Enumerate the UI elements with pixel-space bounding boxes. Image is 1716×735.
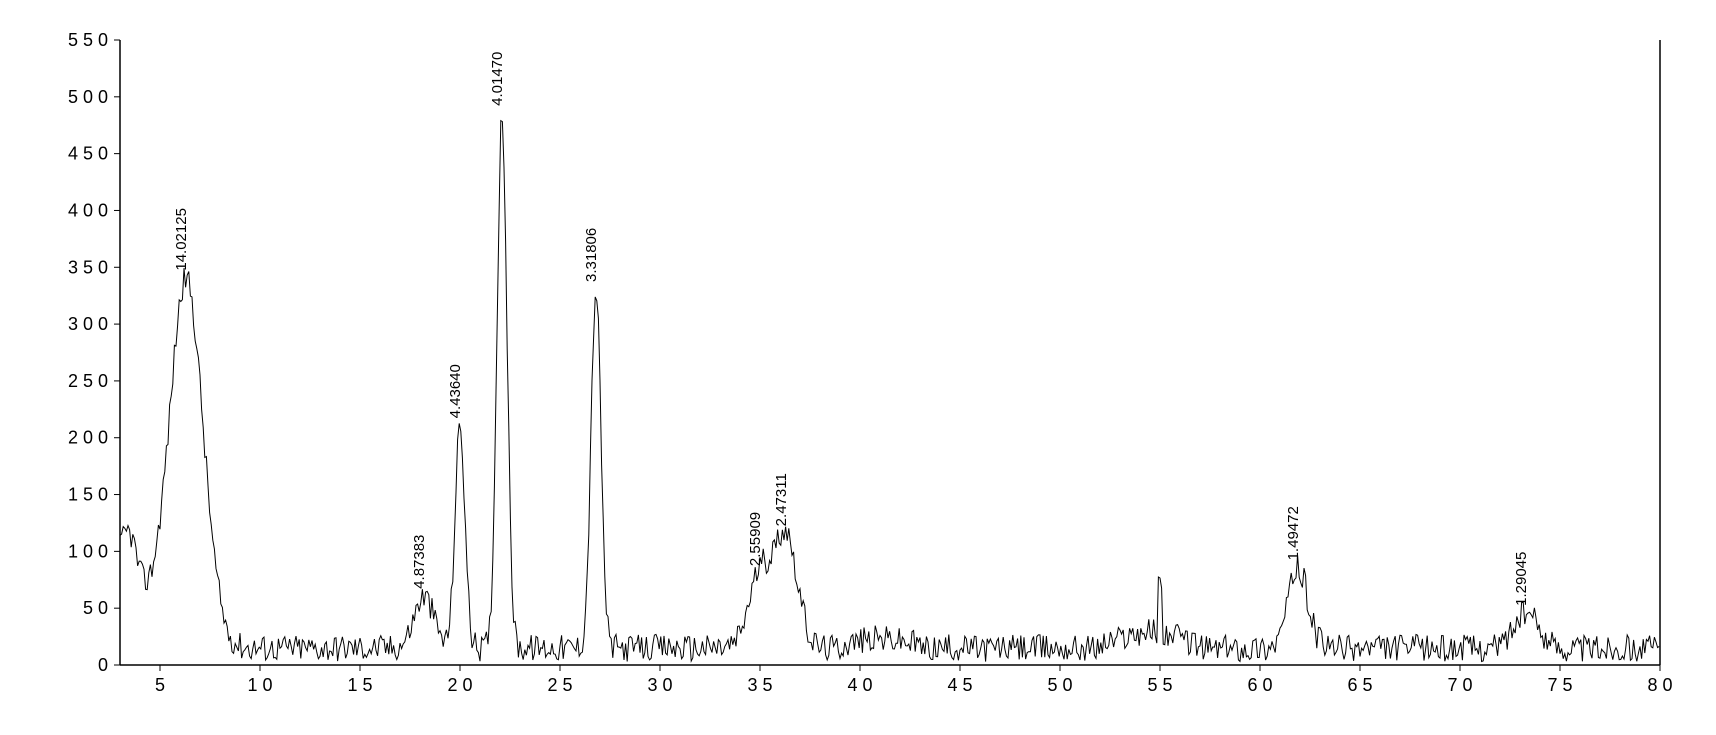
x-tick-label: 5 0: [1047, 675, 1072, 695]
y-tick-label: 4 5 0: [68, 144, 108, 164]
x-tick-label: 2 5: [547, 675, 572, 695]
x-tick-label: 4 5: [947, 675, 972, 695]
peak-label: 1.29045: [1513, 552, 1530, 606]
x-tick-label: 7 5: [1547, 675, 1572, 695]
peak-label: 4.87383: [411, 535, 428, 589]
x-tick-label: 3 5: [747, 675, 772, 695]
x-tick-label: 1 5: [347, 675, 372, 695]
y-tick-label: 3 5 0: [68, 257, 108, 277]
x-tick-label: 1 0: [247, 675, 272, 695]
xrd-chart: 0 5 0 1 0 0 1 5 0 2 0 0 2 5 0 3 0 0 3 5 0 4 0 0 4…: [10, 10, 1710, 725]
x-tick-label: 5: [155, 675, 165, 695]
y-tick-label: 5 5 0: [68, 30, 108, 50]
x-tick-label: 3 0: [647, 675, 672, 695]
y-tick-label: 5 0 0: [68, 87, 108, 107]
diffraction-trace: [120, 121, 1659, 662]
x-tick-label: 8 0: [1647, 675, 1672, 695]
y-tick-label: 2 5 0: [68, 371, 108, 391]
x-tick-label: 6 5: [1347, 675, 1372, 695]
x-tick-label: 2 0: [447, 675, 472, 695]
y-tick-label: 2 0 0: [68, 428, 108, 448]
y-tick-label: 3 0 0: [68, 314, 108, 334]
y-tick-label: 5 0: [83, 598, 108, 618]
peak-label: 1.49472: [1285, 506, 1302, 560]
x-tick-label: 4 0: [847, 675, 872, 695]
chart-svg: 0 5 0 1 0 0 1 5 0 2 0 0 2 5 0 3 0 0 3 5 0 4 0 0 4…: [10, 10, 1710, 725]
peak-label: 14.02125: [173, 208, 190, 271]
peak-label: 4.43640: [447, 364, 464, 418]
peak-label: 3.31806: [583, 228, 600, 282]
x-tick-label: 6 0: [1247, 675, 1272, 695]
peak-label: 2.55909: [747, 512, 764, 566]
x-tick-label: 5 5: [1147, 675, 1172, 695]
x-tick-label: 7 0: [1447, 675, 1472, 695]
y-tick-label: 0: [98, 655, 108, 675]
y-tick-label: 4 0 0: [68, 200, 108, 220]
y-tick-label: 1 5 0: [68, 485, 108, 505]
y-tick-label: 1 0 0: [68, 541, 108, 561]
peak-label: 4.01470: [489, 52, 506, 106]
peak-label: 2.47311: [773, 473, 790, 526]
